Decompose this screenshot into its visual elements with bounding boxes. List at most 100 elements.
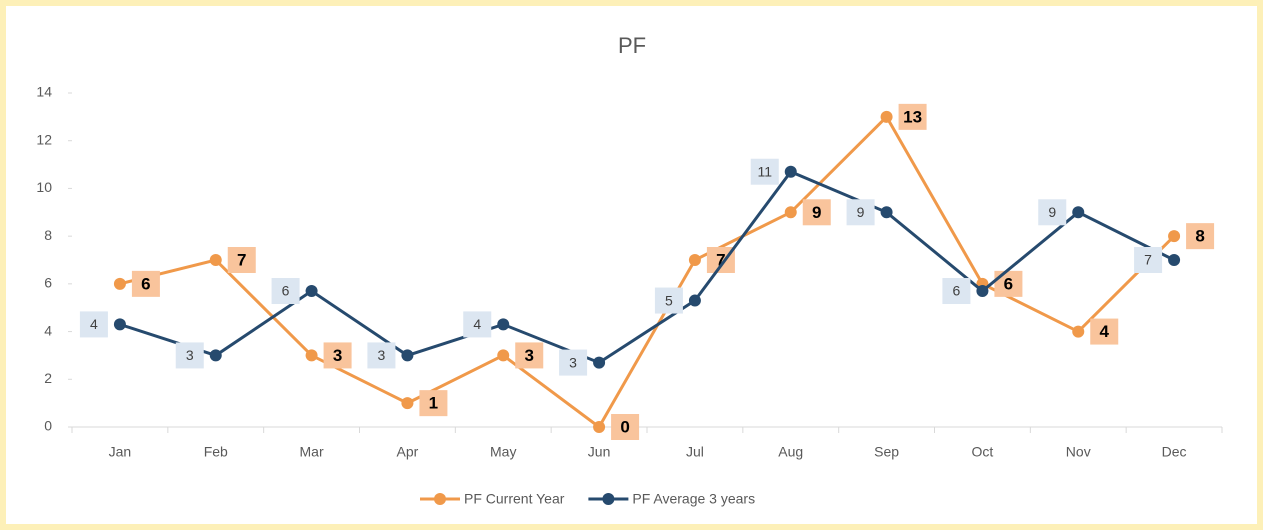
data-label-text: 13: [903, 107, 922, 126]
y-tick-label: 12: [36, 131, 52, 147]
data-label-text: 9: [857, 204, 865, 220]
data-label: 3: [367, 342, 396, 369]
data-label-box: [227, 247, 256, 273]
data-label-box: [323, 342, 352, 369]
data-label-box: [1186, 223, 1215, 250]
series-marker: [688, 254, 701, 266]
data-label-text: 8: [1195, 227, 1204, 246]
series-marker: [1168, 254, 1181, 266]
data-label: 4: [1090, 318, 1119, 345]
series-marker: [1072, 206, 1085, 219]
data-label-text: 3: [525, 346, 534, 365]
data-label-text: 6: [953, 283, 961, 299]
legend-label: PF Current Year: [464, 491, 565, 507]
data-label-text: 3: [333, 346, 342, 365]
x-tick-label: Oct: [972, 444, 994, 460]
data-label: 6: [131, 270, 160, 297]
data-label-text: 5: [665, 292, 673, 308]
data-label: 5: [654, 287, 683, 314]
y-tick-label: 4: [44, 322, 52, 338]
x-tick-label: May: [490, 444, 516, 460]
data-label-text: 4: [1100, 322, 1110, 341]
series-marker: [976, 285, 989, 298]
data-label-box: [1038, 199, 1067, 226]
y-tick-label: 2: [44, 370, 52, 386]
series-marker: [593, 356, 606, 369]
series-marker: [593, 421, 606, 433]
legend-marker: [434, 493, 446, 505]
data-label-text: 6: [1004, 274, 1013, 293]
series-marker: [784, 206, 797, 219]
series-marker: [784, 165, 797, 178]
data-label-box: [79, 311, 108, 338]
data-label-text: 6: [282, 283, 290, 299]
data-label: 1: [419, 390, 448, 417]
data-label-text: 4: [473, 316, 481, 332]
series-marker: [305, 285, 318, 298]
x-tick-label: Jan: [109, 444, 132, 460]
series-marker: [113, 318, 126, 331]
data-label: 3: [175, 342, 204, 369]
data-label: 0: [611, 414, 640, 440]
data-label-text: 11: [757, 163, 772, 179]
chart-title: PF: [618, 33, 646, 58]
x-tick-label: Aug: [778, 444, 803, 460]
x-tick-label: Mar: [300, 444, 324, 460]
series-marker: [1072, 325, 1085, 338]
x-tick-label: Jul: [686, 444, 704, 460]
series-marker: [113, 277, 126, 290]
data-label: 4: [463, 311, 492, 338]
x-tick-label: Nov: [1066, 444, 1091, 460]
data-label-text: 7: [1144, 252, 1152, 268]
y-tick-label: 14: [36, 84, 52, 100]
data-label-box: [559, 349, 588, 376]
data-label: 6: [994, 270, 1023, 297]
x-tick-label: Dec: [1162, 444, 1187, 460]
data-label-text: 6: [141, 274, 150, 293]
x-tick-label: Jun: [588, 444, 611, 460]
data-label-box: [1134, 247, 1163, 273]
x-tick-label: Sep: [874, 444, 899, 460]
series-line: [119, 169, 1175, 365]
data-label: 6: [942, 278, 971, 305]
y-tick-label: 0: [44, 418, 52, 434]
data-label: 8: [1186, 223, 1215, 250]
y-tick-label: 10: [36, 179, 52, 195]
data-label: 7: [1134, 247, 1163, 273]
data-label-text: 3: [569, 354, 577, 370]
series-marker: [880, 110, 893, 123]
data-label-text: 9: [1048, 204, 1056, 220]
data-label-text: 1: [429, 394, 438, 413]
data-label: 6: [271, 278, 300, 305]
data-label: 9: [1038, 199, 1067, 226]
data-label-box: [846, 199, 875, 226]
series-marker: [305, 349, 318, 362]
data-label: 3: [515, 342, 544, 369]
data-label-box: [463, 311, 492, 338]
data-label-text: 9: [812, 203, 821, 222]
data-label: 9: [802, 199, 831, 226]
x-tick-label: Feb: [204, 444, 228, 460]
data-label-box: [1090, 318, 1119, 345]
data-label: 7: [227, 247, 256, 273]
data-label-box: [654, 287, 683, 314]
series-marker: [880, 206, 893, 219]
data-label-text: 3: [378, 347, 386, 363]
data-label: 9: [846, 199, 875, 226]
data-label-box: [802, 199, 831, 226]
data-label-box: [994, 270, 1023, 297]
data-label: 3: [559, 349, 588, 376]
data-label-box: [175, 342, 204, 369]
data-label-text: 0: [620, 417, 629, 436]
data-label-box: [898, 103, 927, 130]
data-label-box: [367, 342, 396, 369]
data-label-box: [515, 342, 544, 369]
data-label: 4: [79, 311, 108, 338]
series-marker: [401, 397, 414, 410]
data-label-text: 4: [90, 316, 98, 332]
data-label: 3: [323, 342, 352, 369]
y-tick-label: 6: [44, 275, 52, 291]
legend-marker: [602, 493, 615, 505]
data-label-text: 7: [237, 250, 246, 269]
